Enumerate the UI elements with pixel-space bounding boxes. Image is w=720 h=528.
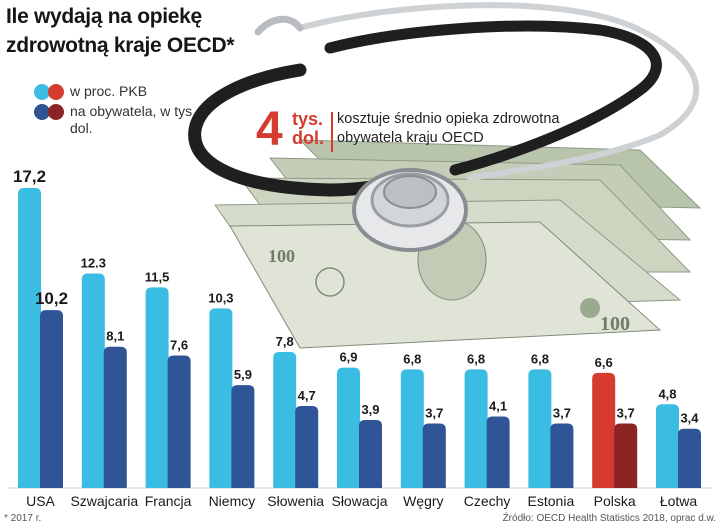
value-label-pkb-niemcy: 10,3 xyxy=(208,290,233,305)
bar-capita-slowacja xyxy=(359,419,382,488)
bar-pkb-slowacja xyxy=(337,367,360,488)
legend-capita-label: na obywatela, w tys. dol. xyxy=(70,103,197,136)
legend-pkb-label: w proc. PKB xyxy=(70,83,148,99)
value-label-pkb-francja: 11,5 xyxy=(145,269,170,284)
svg-text:100: 100 xyxy=(268,246,295,266)
value-label-capita-lotwa: 3,4 xyxy=(680,411,699,426)
bar-capita-francja xyxy=(167,355,191,488)
value-label-pkb-usa: 17,2 xyxy=(13,167,46,186)
bar-capita-estonia xyxy=(550,423,574,488)
bar-pkb-lotwa xyxy=(656,404,679,488)
bar-pkb-szwajcaria xyxy=(81,273,105,488)
value-label-capita-slowenia: 4,7 xyxy=(298,388,316,403)
value-label-capita-szwajcaria: 8,1 xyxy=(106,329,124,344)
value-label-pkb-estonia: 6,8 xyxy=(531,351,549,366)
chart-title: Ile wydają na opiekę zdrowotną kraje OEC… xyxy=(6,5,235,57)
bar-capita-usa xyxy=(40,310,63,488)
bar-capita-polska xyxy=(614,423,638,488)
bar-pkb-czechy xyxy=(464,369,488,488)
bar-capita-szwajcaria xyxy=(103,346,127,488)
value-label-capita-estonia: 3,7 xyxy=(553,405,571,420)
bar-group xyxy=(18,188,701,488)
value-label-pkb-polska: 6,6 xyxy=(595,355,613,370)
bar-pkb-niemcy xyxy=(209,308,233,488)
callout-unit-line2: dol. xyxy=(292,128,324,148)
value-label-capita-niemcy: 5,9 xyxy=(234,367,252,382)
bar-pkb-usa xyxy=(18,188,41,488)
footnote: * 2017 r. xyxy=(4,513,42,524)
value-label-pkb-szwajcaria: 12.3 xyxy=(81,255,106,270)
value-label-capita-francja: 7,6 xyxy=(170,337,188,352)
category-label-slowacja: Słowacja xyxy=(331,493,387,509)
value-label-pkb-lotwa: 4,8 xyxy=(658,386,676,401)
value-label-capita-polska: 3,7 xyxy=(617,405,635,420)
value-label-capita-wegry: 3,7 xyxy=(425,405,443,420)
value-label-pkb-czechy: 6,8 xyxy=(467,351,485,366)
category-label-wegry: Węgry xyxy=(403,493,443,509)
legend-capita-swatch xyxy=(34,104,68,120)
svg-text:100: 100 xyxy=(600,313,630,335)
stethoscope-illustration: 100 100 xyxy=(188,2,702,349)
value-label-group: 17,2 10,2 12.3 8,1 11,5 7,6 10,3 5,9 7,8 4,7 6,9 3,… xyxy=(13,167,699,426)
callout-unit: tys. dol. xyxy=(292,110,324,148)
category-label-estonia: Estonia xyxy=(528,493,575,509)
value-label-pkb-wegry: 6,8 xyxy=(403,351,421,366)
bar-capita-czechy xyxy=(486,416,510,488)
category-label-group: USA Szwajcaria Francja Niemcy Słowenia Słowac… xyxy=(26,493,697,509)
value-label-capita-slowacja: 3,9 xyxy=(361,402,379,417)
category-label-polska: Polska xyxy=(594,493,636,509)
callout-divider xyxy=(331,112,333,152)
callout-value: 4 xyxy=(256,103,283,156)
bar-capita-niemcy xyxy=(231,385,255,488)
value-label-capita-czechy: 4,1 xyxy=(489,398,507,413)
category-label-usa: USA xyxy=(26,493,55,509)
bar-pkb-estonia xyxy=(528,369,552,488)
callout-text: kosztuje średnio opieka zdrowotna obywat… xyxy=(337,111,560,146)
callout-unit-line1: tys. xyxy=(292,109,324,129)
stethoscope xyxy=(188,2,700,252)
legend-pkb-swatch xyxy=(34,84,68,100)
category-label-francja: Francja xyxy=(145,493,192,509)
source-note: Źródło: OECD Health Statistics 2018, opr… xyxy=(502,513,716,524)
bar-capita-slowenia xyxy=(295,406,319,488)
value-label-pkb-slowacja: 6,9 xyxy=(339,350,357,365)
category-label-niemcy: Niemcy xyxy=(209,493,256,509)
value-label-capita-usa: 10,2 xyxy=(35,289,68,308)
bar-pkb-wegry xyxy=(400,369,424,488)
bar-capita-wegry xyxy=(422,423,446,488)
bar-pkb-slowenia xyxy=(273,351,297,488)
category-label-lotwa: Łotwa xyxy=(660,493,698,509)
bar-capita-lotwa xyxy=(678,428,701,488)
bar-pkb-polska xyxy=(592,372,616,488)
bar-pkb-francja xyxy=(145,287,169,488)
value-label-pkb-slowenia: 7,8 xyxy=(276,334,294,349)
category-label-szwajcaria: Szwajcaria xyxy=(70,493,138,509)
category-label-slowenia: Słowenia xyxy=(267,493,324,509)
category-label-czechy: Czechy xyxy=(464,493,511,509)
